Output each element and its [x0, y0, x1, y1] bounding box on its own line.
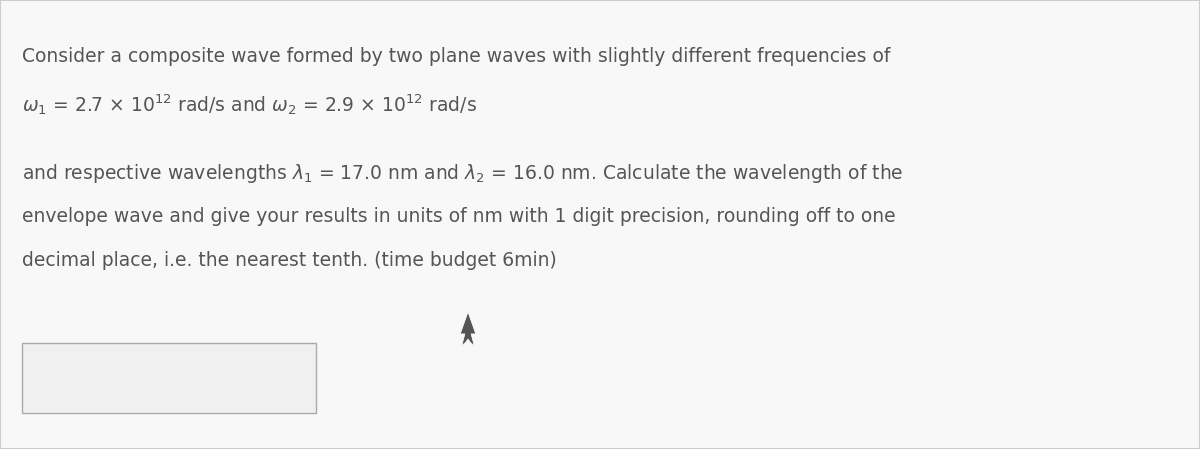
- Text: $\omega_1$ = 2.7 × 10$^{12}$ rad/s and $\omega_2$ = 2.9 × 10$^{12}$ rad/s: $\omega_1$ = 2.7 × 10$^{12}$ rad/s and $…: [22, 92, 476, 117]
- Text: decimal place, i.e. the nearest tenth. (time budget 6min): decimal place, i.e. the nearest tenth. (…: [22, 251, 557, 270]
- Bar: [22, 343, 316, 413]
- Text: envelope wave and give your results in units of nm with 1 digit precision, round: envelope wave and give your results in u…: [22, 207, 895, 225]
- Polygon shape: [461, 312, 475, 346]
- Text: and respective wavelengths $\lambda_1$ = 17.0 nm and $\lambda_2$ = 16.0 nm. Calc: and respective wavelengths $\lambda_1$ =…: [22, 162, 902, 185]
- Text: Consider a composite wave formed by two plane waves with slightly different freq: Consider a composite wave formed by two …: [22, 47, 890, 66]
